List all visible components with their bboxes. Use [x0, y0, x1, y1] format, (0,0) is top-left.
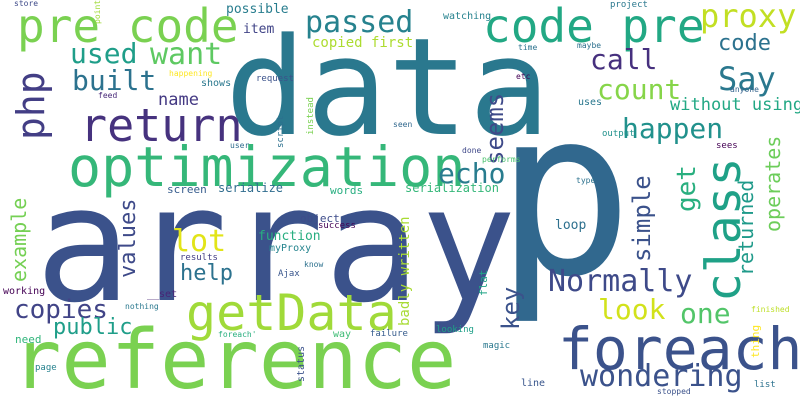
word-simple: simple	[628, 175, 656, 262]
word-loop: loop	[555, 218, 587, 233]
word-flat: flat	[477, 269, 490, 297]
word-operates: operates	[761, 135, 785, 232]
word-one: one	[680, 297, 731, 330]
word-public: public	[53, 315, 133, 340]
word-output: output	[602, 129, 635, 139]
word-instead: script	[276, 115, 286, 148]
word-serialization: serialization	[405, 181, 499, 195]
word-data: data	[225, 9, 551, 166]
word-object: object	[300, 212, 340, 225]
word-line: line	[521, 378, 546, 389]
word-point: point	[93, 0, 102, 24]
word-p: p	[495, 61, 634, 328]
word-user: request	[256, 74, 294, 84]
word-anyone: anyone	[730, 85, 759, 94]
word-noticed: instead	[306, 97, 316, 135]
word-example: example	[7, 197, 31, 282]
word-type: type	[576, 176, 596, 185]
word-array: array	[35, 151, 517, 338]
word-badly-written: badly written	[397, 216, 413, 326]
word-without-using: without using	[670, 95, 800, 115]
word-pre-code-1: pre code	[17, 0, 239, 53]
word-feed: store	[14, 0, 39, 8]
word-normally: Normally	[548, 264, 693, 299]
word-lot: lot	[172, 224, 227, 259]
word-call: call	[590, 43, 658, 76]
word-magic: magic	[483, 341, 511, 351]
word-happen: happen	[622, 112, 724, 145]
word-look: look	[598, 293, 666, 326]
word-sees: sees	[716, 141, 738, 151]
word-echo: echo	[438, 157, 506, 190]
word-foreach-quote: foreach'	[218, 330, 257, 339]
word-results: results	[180, 253, 218, 263]
word-request: shows	[201, 78, 232, 89]
word-wondering: wondering	[580, 359, 743, 394]
word-copied-first: copied first	[312, 35, 414, 51]
word-values: values	[116, 198, 141, 278]
word-foreach: foreach	[558, 315, 800, 383]
word-screen: screen	[167, 183, 207, 196]
word-copies: copies	[14, 295, 108, 325]
word-looking: looking	[436, 325, 474, 335]
word-list: list	[754, 380, 776, 390]
word-shows: happening	[169, 69, 213, 78]
word-way: status	[296, 345, 307, 382]
word-code-pre: code pre	[483, 0, 705, 53]
word-know: know	[304, 260, 324, 269]
word-key: key	[497, 286, 525, 330]
word-possible: possible	[226, 2, 289, 17]
word-watching: project	[610, 0, 648, 10]
word-serialize: serialize	[218, 181, 284, 195]
word-set: __set	[147, 289, 178, 300]
word-help: help	[180, 261, 233, 286]
word-script: user	[230, 141, 250, 150]
word-return: return	[80, 99, 243, 152]
word-store: watching	[443, 11, 492, 22]
word-words: words	[330, 184, 364, 197]
word-thing: thing	[749, 324, 762, 358]
word-optimization: optimization	[68, 135, 466, 199]
word-stopped: stopped	[657, 387, 691, 396]
word-used: used	[70, 37, 138, 70]
word-php: php	[9, 71, 53, 140]
word-failure: way	[333, 329, 352, 340]
word-built: built	[72, 64, 157, 97]
word-nothing: nothing	[125, 302, 159, 311]
word-proxy: proxy	[700, 0, 797, 35]
word-passed: passed	[305, 5, 414, 40]
word-say: Say	[718, 60, 776, 98]
word-working: working	[3, 286, 46, 297]
word-happening: feed	[98, 91, 118, 100]
word-finished: finished	[751, 305, 790, 314]
word-name: name	[158, 90, 199, 110]
word-seen: seen	[393, 120, 413, 129]
word-getdata: getData	[186, 284, 397, 342]
word-time: maybe	[577, 41, 602, 50]
word-status: failure	[370, 329, 408, 339]
word-performs: performs	[482, 155, 521, 164]
word-ajax: Ajax	[278, 269, 300, 279]
word-reference: reference	[12, 313, 457, 400]
word-returned: returned	[734, 179, 758, 276]
word-function: function	[258, 229, 321, 244]
word-count: count	[597, 73, 682, 106]
word-page: page	[35, 363, 57, 373]
word-project: time	[518, 43, 538, 52]
word-want: want	[150, 37, 223, 72]
word-need: need	[15, 333, 42, 346]
word-maybe: etc	[516, 72, 531, 81]
word-get: get	[672, 165, 702, 212]
word-uses: uses	[578, 97, 603, 108]
word-myproxy: myProxy	[269, 243, 312, 254]
word-code: code	[718, 31, 771, 56]
word-done: done	[462, 146, 482, 155]
word-item: item	[243, 22, 275, 37]
word-success: success	[318, 221, 356, 231]
